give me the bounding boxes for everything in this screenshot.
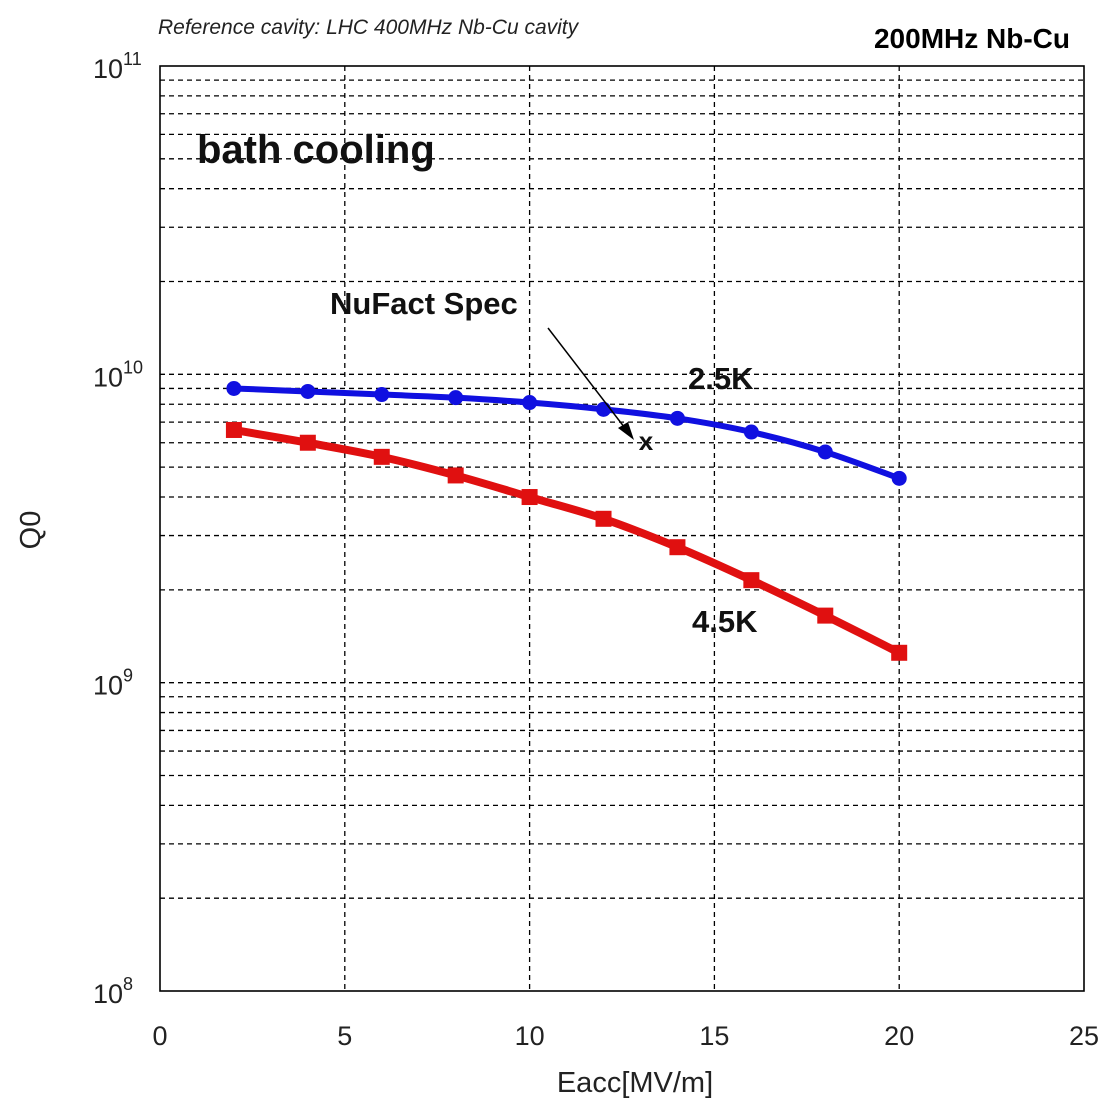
x-tick-label: 0 (152, 1021, 167, 1051)
data-point (373, 448, 390, 465)
series-group (225, 380, 908, 661)
data-point (226, 380, 242, 396)
series-line-1 (229, 425, 904, 657)
plot-area (159, 65, 1085, 992)
data-point (374, 387, 390, 403)
data-point (669, 410, 685, 426)
data-point (596, 401, 612, 417)
data-point (817, 444, 833, 460)
data-point (300, 383, 316, 399)
annotation-arrow-line (547, 327, 629, 433)
data-point (891, 470, 907, 486)
data-point (448, 390, 464, 406)
data-point (595, 510, 612, 527)
x-tick-label: 10 (515, 1021, 545, 1051)
annotation-arrow-head (618, 422, 634, 440)
grid (160, 66, 1084, 991)
data-point (669, 539, 686, 556)
data-point (225, 421, 242, 438)
data-point (817, 607, 834, 624)
data-point (447, 467, 464, 484)
chart-title: 200MHz Nb-Cu (874, 23, 1070, 54)
series-label-4-5k: 4.5K (692, 604, 758, 639)
y-tick-label: 1011 (93, 49, 142, 84)
x-axis-ticks: 0 5 10 15 20 25 (152, 1021, 1099, 1051)
x-tick-label: 5 (337, 1021, 352, 1051)
data-point (743, 572, 760, 589)
data-point (891, 644, 908, 661)
y-tick-label: 1010 (93, 357, 143, 392)
y-axis-label: Q0 (15, 511, 47, 550)
y-tick-label: 109 (93, 666, 133, 701)
series-line-0 (230, 385, 903, 482)
data-point (522, 395, 538, 411)
y-axis-ticks: 108 109 1010 1011 (93, 49, 143, 1009)
data-point (743, 424, 759, 440)
annotation-bath-cooling: bath cooling (197, 128, 435, 172)
y-tick-label: 108 (93, 974, 133, 1009)
x-tick-label: 15 (699, 1021, 729, 1051)
chart-subtitle: Reference cavity: LHC 400MHz Nb-Cu cavit… (158, 16, 580, 39)
data-point (521, 489, 538, 506)
spec-marker: x (639, 426, 654, 456)
x-axis-label: Eacc[MV/m] (557, 1067, 713, 1099)
x-tick-label: 25 (1069, 1021, 1099, 1051)
series-label-2-5k: 2.5K (688, 361, 754, 396)
x-tick-label: 20 (884, 1021, 914, 1051)
data-point (299, 434, 316, 451)
annotation-nufact-spec: NuFact Spec (330, 286, 518, 321)
